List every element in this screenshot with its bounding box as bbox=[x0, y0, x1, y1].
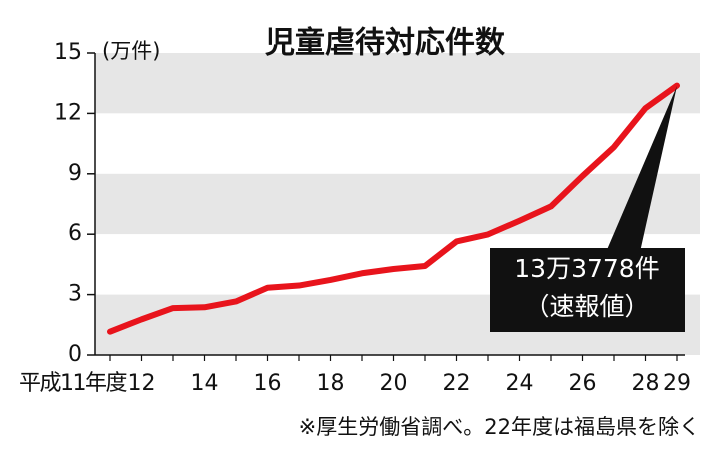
footnote: ※厚生労働省調べ。22年度は福島県を除く bbox=[299, 415, 700, 439]
x-tick-label: 28 bbox=[632, 371, 660, 396]
y-tick-label: 9 bbox=[68, 161, 82, 186]
annotation-box bbox=[490, 248, 685, 332]
x-tick-label: 12 bbox=[128, 371, 156, 396]
grid-band bbox=[95, 53, 700, 114]
data-line bbox=[107, 82, 680, 335]
annotation-text: 13万3778件 bbox=[514, 254, 659, 283]
x-tick-label: 22 bbox=[443, 371, 471, 396]
x-tick-label: 20 bbox=[380, 371, 408, 396]
x-tick-label: 14 bbox=[191, 371, 219, 396]
y-tick-label: 15 bbox=[54, 40, 82, 65]
grid-band bbox=[95, 113, 700, 174]
unit-label: (万件) bbox=[102, 39, 160, 63]
x-tick-label: 29 bbox=[663, 371, 691, 396]
annotation-pointer bbox=[606, 86, 677, 252]
annotation-text: （速報値） bbox=[524, 292, 649, 321]
y-tick-label: 3 bbox=[68, 282, 82, 307]
y-tick-label: 12 bbox=[54, 100, 82, 125]
x-tick-label: 24 bbox=[506, 371, 534, 396]
x-tick-label: 18 bbox=[317, 371, 345, 396]
chart-title: 児童虐待対応件数 bbox=[265, 26, 506, 61]
y-tick-label: 0 bbox=[68, 342, 82, 367]
x-tick-label: 16 bbox=[254, 371, 282, 396]
grid-band bbox=[95, 173, 700, 235]
x-tick-label: 26 bbox=[569, 371, 597, 396]
y-tick-label: 6 bbox=[68, 221, 82, 246]
x-tick-label: 平成11年度 bbox=[19, 371, 127, 396]
